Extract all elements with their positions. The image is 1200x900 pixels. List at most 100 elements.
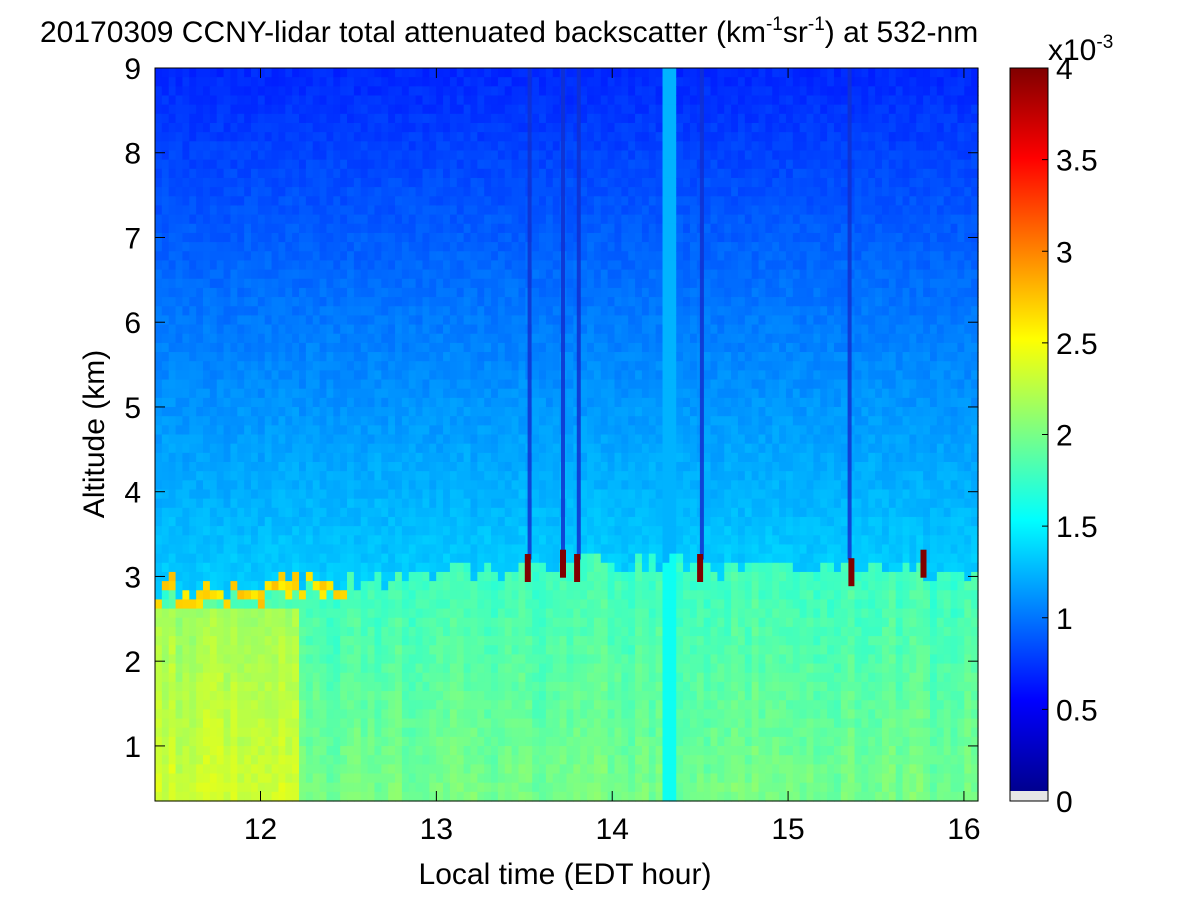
heatmap-cell bbox=[470, 361, 478, 371]
heatmap-cell bbox=[552, 608, 561, 619]
heatmap-cell bbox=[395, 636, 403, 646]
heatmap-cell bbox=[436, 516, 444, 527]
heatmap-cell bbox=[367, 709, 376, 720]
heatmap-cell bbox=[244, 709, 252, 720]
heatmap-cell bbox=[545, 205, 554, 216]
heatmap-cell bbox=[497, 727, 506, 738]
heatmap-cell bbox=[580, 223, 588, 234]
heatmap-cell bbox=[347, 388, 355, 399]
heatmap-cell bbox=[175, 782, 184, 793]
heatmap-cell bbox=[497, 352, 506, 362]
heatmap-cell bbox=[168, 150, 177, 161]
heatmap-cell bbox=[319, 498, 328, 509]
heatmap-cell bbox=[539, 223, 547, 234]
heatmap-cell bbox=[401, 599, 410, 610]
heatmap-cell bbox=[209, 526, 218, 536]
heatmap-cell bbox=[456, 498, 465, 509]
heatmap-cell bbox=[388, 278, 396, 289]
heatmap-cell bbox=[415, 77, 424, 87]
heatmap-cell bbox=[223, 498, 232, 509]
heatmap-cell bbox=[347, 727, 355, 738]
heatmap-cell bbox=[223, 352, 232, 362]
heatmap-cell bbox=[347, 526, 355, 536]
heatmap-cell bbox=[367, 700, 376, 710]
heatmap-cell bbox=[566, 755, 574, 765]
heatmap-cell bbox=[566, 324, 574, 335]
heatmap-cell bbox=[244, 599, 252, 610]
heatmap-cell bbox=[497, 608, 506, 619]
heatmap-cell bbox=[285, 681, 293, 692]
heatmap-cell bbox=[285, 315, 293, 326]
heatmap-cell bbox=[209, 736, 218, 747]
heatmap-cell bbox=[436, 260, 444, 271]
heatmap-cell bbox=[477, 599, 485, 610]
heatmap-cell bbox=[326, 590, 334, 601]
heatmap-cell bbox=[381, 232, 389, 243]
heatmap-cell bbox=[203, 361, 211, 371]
heatmap-cell bbox=[175, 590, 184, 601]
heatmap-cell bbox=[395, 95, 403, 106]
heatmap-cell bbox=[319, 663, 328, 674]
heatmap-cell bbox=[415, 654, 424, 665]
heatmap-cell bbox=[182, 232, 190, 243]
heatmap-cell bbox=[539, 187, 547, 197]
heatmap-cell bbox=[333, 434, 341, 445]
heatmap-cell bbox=[456, 645, 465, 655]
heatmap-cell bbox=[182, 773, 190, 784]
heatmap-cell bbox=[155, 177, 163, 188]
heatmap-cell bbox=[429, 736, 437, 747]
heatmap-cell bbox=[189, 636, 197, 646]
heatmap-cell bbox=[504, 755, 513, 765]
heatmap-cell bbox=[189, 608, 197, 619]
heatmap-cell bbox=[353, 727, 362, 738]
heatmap-cell bbox=[161, 681, 170, 692]
heatmap-cell bbox=[470, 214, 478, 225]
heatmap-cell bbox=[161, 471, 170, 481]
heatmap-cell bbox=[545, 315, 554, 326]
heatmap-cell bbox=[449, 746, 458, 756]
heatmap-cell bbox=[449, 141, 458, 152]
heatmap-cell bbox=[244, 443, 252, 454]
heatmap-cell bbox=[312, 223, 321, 234]
heatmap-cell bbox=[518, 562, 526, 573]
heatmap-cell bbox=[168, 278, 177, 289]
heatmap-cell bbox=[566, 416, 574, 426]
heatmap-cell bbox=[340, 324, 348, 335]
heatmap-cell bbox=[251, 535, 259, 546]
heatmap-cell bbox=[429, 324, 437, 335]
heatmap-cell bbox=[333, 416, 341, 426]
heatmap-cell bbox=[401, 709, 410, 720]
heatmap-cell bbox=[497, 672, 506, 683]
heatmap-cell bbox=[305, 507, 314, 518]
heatmap-cell bbox=[443, 141, 451, 152]
heatmap-cell bbox=[381, 645, 389, 655]
heatmap-cell bbox=[292, 489, 300, 500]
heatmap-cell bbox=[443, 755, 451, 765]
heatmap-cell bbox=[477, 562, 485, 573]
heatmap-cell bbox=[292, 452, 300, 463]
heatmap-cell bbox=[347, 553, 355, 564]
heatmap-cell bbox=[484, 68, 492, 78]
heatmap-cell bbox=[278, 544, 286, 555]
heatmap-cell bbox=[251, 507, 259, 518]
heatmap-cell bbox=[230, 480, 238, 491]
heatmap-cell bbox=[504, 681, 513, 692]
heatmap-cell bbox=[223, 489, 232, 500]
heatmap-cell bbox=[456, 168, 465, 179]
heatmap-cell bbox=[196, 562, 204, 573]
heatmap-cell bbox=[182, 425, 190, 436]
heatmap-cell bbox=[319, 122, 328, 133]
heatmap-cell bbox=[257, 352, 266, 362]
heatmap-cell bbox=[470, 599, 478, 610]
heatmap-cell bbox=[189, 452, 197, 463]
heatmap-cell bbox=[305, 278, 314, 289]
heatmap-cell bbox=[559, 755, 568, 765]
heatmap-cell bbox=[305, 544, 314, 555]
heatmap-cell bbox=[326, 214, 334, 225]
heatmap-cell bbox=[532, 187, 540, 197]
heatmap-cell bbox=[196, 480, 204, 491]
heatmap-cell bbox=[155, 709, 163, 720]
heatmap-cell bbox=[312, 691, 321, 701]
heatmap-cell bbox=[518, 471, 526, 481]
heatmap-cell bbox=[422, 544, 430, 555]
